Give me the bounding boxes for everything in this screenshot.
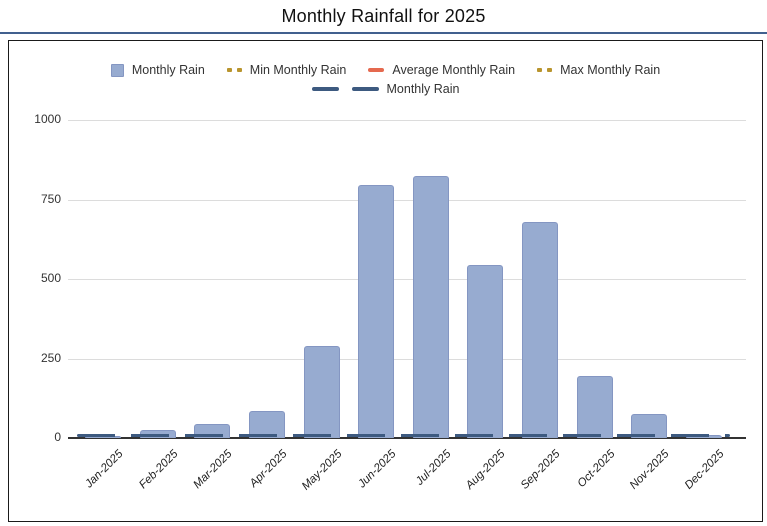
bar-aug-2025 xyxy=(467,264,504,438)
title-divider xyxy=(0,32,767,34)
page-title: Monthly Rainfall for 2025 xyxy=(281,6,486,26)
x-axis-line xyxy=(68,437,746,439)
x-tick-label-aug-2025: Aug-2025 xyxy=(464,448,508,492)
legend-row-2: Monthly Rain xyxy=(311,80,460,98)
x-tick-label-jun-2025: Jun-2025 xyxy=(356,448,399,491)
legend-swatch-bar-square-icon xyxy=(110,63,124,77)
bar-oct-2025 xyxy=(576,375,613,438)
monthly-rain-dashed-line xyxy=(77,434,730,437)
legend-swatch-gold-dots-icon xyxy=(537,68,553,72)
bar-may-2025 xyxy=(303,345,340,438)
y-tick-label-250: 250 xyxy=(40,350,61,365)
legend-item-average-monthly-rain: Average Monthly Rain xyxy=(368,63,515,77)
y-tick-label-1000: 1000 xyxy=(34,112,61,126)
legend-item-monthly-rain: Monthly Rain xyxy=(110,63,205,77)
x-tick-label-jul-2025: Jul-2025 xyxy=(413,448,454,488)
gridline-1000 xyxy=(68,120,746,121)
x-tick-label-sep-2025: Sep-2025 xyxy=(518,448,563,492)
legend-item-max-monthly-rain: Max Monthly Rain xyxy=(537,63,660,77)
y-tick-label-0: 0 xyxy=(54,430,61,444)
y-tick-label-750: 750 xyxy=(40,191,61,206)
legend-row-1: Monthly Rain Min Monthly Rain Average Mont… xyxy=(110,61,660,79)
plot-area: 0 250 500 750 1000 Jan-2025 Feb-2025 Mar-2025 Ap… xyxy=(9,41,762,521)
chart-legend: Monthly Rain Min Monthly Rain Average Mont… xyxy=(9,61,762,98)
legend-label: Min Monthly Rain xyxy=(249,63,347,77)
legend-label: Monthly Rain xyxy=(131,63,205,77)
x-tick-label-nov-2025: Nov-2025 xyxy=(627,448,672,492)
x-tick-label-mar-2025: Mar-2025 xyxy=(191,448,235,492)
legend-swatch-gold-dots-icon xyxy=(226,68,242,72)
x-tick-label-dec-2025: Dec-2025 xyxy=(682,448,727,492)
bar-jul-2025 xyxy=(412,175,449,438)
gridline-250 xyxy=(68,358,746,360)
y-tick-label-500: 500 xyxy=(40,271,61,285)
x-tick-label-jan-2025: Jan-2025 xyxy=(83,448,126,491)
bar-apr-2025 xyxy=(249,410,286,438)
bar-sep-2025 xyxy=(521,221,558,438)
x-tick-label-may-2025: May-2025 xyxy=(299,448,345,493)
x-tick-label-feb-2025: Feb-2025 xyxy=(137,448,181,492)
legend-item-monthly-rain: Monthly Rain xyxy=(311,82,460,96)
legend-label: Monthly Rain xyxy=(386,82,460,96)
legend-item-min-monthly-rain: Min Monthly Rain xyxy=(226,63,347,77)
legend-swatch-navy-dashes-icon xyxy=(311,87,379,91)
x-tick-label-apr-2025: Apr-2025 xyxy=(247,448,290,490)
chart-frame: Monthly Rain Min Monthly Rain Average Mont… xyxy=(8,40,763,522)
bar-nov-2025 xyxy=(631,414,668,438)
gridline-750 xyxy=(68,199,746,201)
x-tick-label-oct-2025: Oct-2025 xyxy=(575,448,618,490)
legend-swatch-coral-dash-icon xyxy=(368,68,385,72)
bar-jun-2025 xyxy=(358,185,395,438)
gridline-500 xyxy=(68,279,746,280)
legend-label: Max Monthly Rain xyxy=(560,63,661,77)
legend-label: Average Monthly Rain xyxy=(392,63,516,77)
